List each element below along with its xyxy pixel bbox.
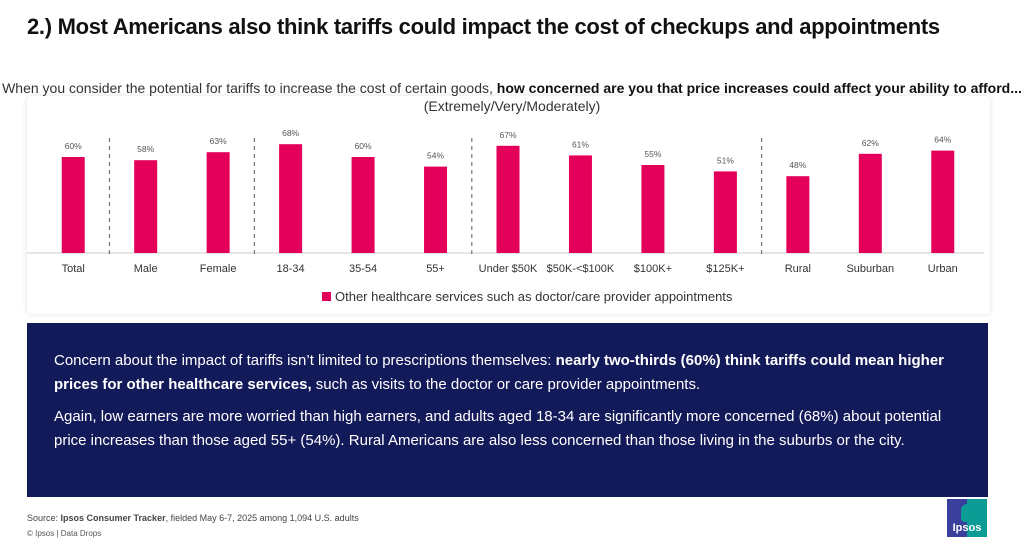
page-title: 2.) Most Americans also think tariffs co… [27,14,940,39]
insight-paragraph-1: Concern about the impact of tariffs isn’… [54,349,969,397]
bar-female [206,152,230,253]
value-label: 48% [789,160,806,170]
source-details: , fielded May 6-7, 2025 among 1,094 U.S.… [165,513,359,523]
bar-total [61,157,85,253]
bar-rural [786,176,810,253]
value-label: 61% [572,139,589,149]
bar-chart: 60% Total 58% Male 63% Female 68% 18-34 60% 35-54… [27,128,984,275]
value-label: 67% [499,130,516,140]
category-label: Female [200,263,237,275]
bar--125k- [713,171,737,253]
category-label: 55+ [426,263,445,275]
value-label: 60% [65,141,82,151]
value-label: 62% [862,138,879,148]
category-label: Total [62,263,85,275]
copyright: © Ipsos | Data Drops [27,529,102,538]
bar-urban [931,150,955,253]
category-label: $100K+ [634,263,672,275]
category-label: Urban [928,263,958,275]
value-label: 55% [644,149,661,159]
category-label: Rural [785,263,811,275]
bar-male [134,160,158,253]
question-bold: how concerned are you that price increas… [496,80,1022,96]
bar-55- [424,166,448,253]
bar-under-50k [496,145,520,253]
question-text: When you consider the potential for tari… [2,80,497,96]
bar-suburban [858,153,882,253]
source-label: Source: [27,513,61,523]
source-note: Source: Ipsos Consumer Tracker, fielded … [27,513,359,523]
value-label: 54% [427,151,444,161]
category-label: Male [134,263,158,275]
insight-text-end: such as visits to the doctor or care pro… [311,376,701,393]
bar--50k-100k [568,155,592,253]
bar--100k- [641,165,665,253]
value-label: 68% [282,128,299,138]
chart-legend: Other healthcare services such as doctor… [322,289,732,304]
value-label: 63% [210,136,227,146]
ipsos-logo: Ipsos [947,499,987,537]
insight-highlight: nearly two-thirds (60%) think tariffs co… [54,352,945,393]
insight-paragraph-2: Again, low earners are more worried than… [54,408,942,449]
bar-35-54 [351,157,375,253]
value-label: 64% [934,135,951,145]
bar-18-34 [279,144,303,253]
category-label: $50K-<$100K [547,263,615,275]
category-label: 35-54 [349,263,377,275]
survey-question: When you consider the potential for tari… [0,79,1024,115]
category-label: $125K+ [706,263,744,275]
insight-box: Concern about the impact of tariffs isn’… [27,323,988,497]
insight-text: Concern about the impact of tariffs isn’… [54,352,556,369]
category-label: Suburban [846,263,894,275]
value-label: 51% [717,155,734,165]
legend-swatch [322,292,331,301]
value-label: 60% [355,141,372,151]
source-name: Ipsos Consumer Tracker [60,513,166,523]
question-scale: (Extremely/Very/Moderately) [423,98,601,114]
value-label: 58% [137,144,154,154]
logo-head-icon [961,504,973,522]
category-label: Under $50K [479,263,538,275]
legend-label: Other healthcare services such as doctor… [335,289,733,304]
logo-text: Ipsos [952,522,982,534]
category-label: 18-34 [277,263,305,275]
